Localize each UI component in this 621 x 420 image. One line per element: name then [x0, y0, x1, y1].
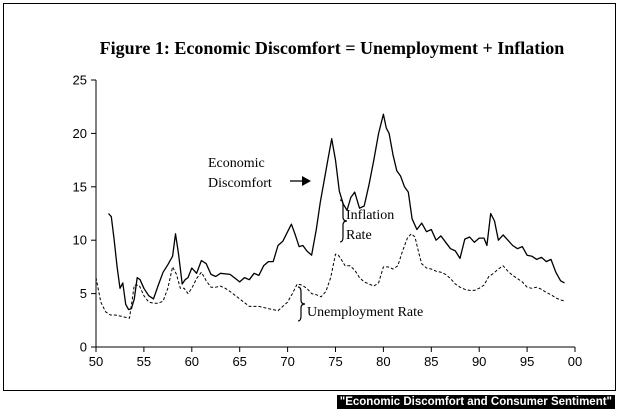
- x-tick-label: 85: [424, 354, 438, 369]
- chart-frame: [3, 3, 616, 391]
- y-tick-label: 0: [80, 340, 87, 355]
- x-tick-label: 95: [520, 354, 534, 369]
- annotation-economic-line1: Economic: [208, 156, 265, 171]
- unemployment-brace: [297, 286, 306, 322]
- x-tick-label: 55: [137, 354, 151, 369]
- chart-ticks: 0 5 10 15 20 25 50 55 60 65 70 75 80 85 90 95 00: [73, 73, 583, 370]
- source-caption: "Economic Discomfort and Consumer Sentim…: [336, 395, 615, 409]
- x-tick-label: 65: [232, 354, 246, 369]
- chart-series: [95, 113, 566, 319]
- y-tick-label: 5: [80, 286, 87, 301]
- x-tick-label: 75: [328, 354, 342, 369]
- x-tick-label: 60: [185, 354, 199, 369]
- y-tick-label: 10: [73, 233, 87, 248]
- chart-annotations: Economic Discomfort Inflation Rate Unemploym…: [208, 156, 423, 322]
- annotation-economic-line2: Discomfort: [208, 176, 272, 191]
- series-line-discomfort: [108, 113, 565, 311]
- y-tick-label: 20: [73, 126, 87, 141]
- series-line-unemployment: [95, 233, 566, 319]
- y-tick-label: 15: [73, 179, 87, 194]
- annotation-arrow-head: [302, 176, 311, 186]
- x-tick-label: 80: [376, 354, 390, 369]
- annotation-unemployment: Unemployment Rate: [307, 305, 423, 320]
- y-tick-label: 25: [73, 73, 87, 88]
- annotation-inflation-line1: Inflation: [346, 208, 394, 223]
- chart-title: Figure 1: Economic Discomfort = Unemploy…: [99, 38, 565, 58]
- x-tick-label: 50: [89, 354, 103, 369]
- x-tick-label: 70: [280, 354, 294, 369]
- x-tick-label: 00: [568, 354, 582, 369]
- x-tick-label: 90: [472, 354, 486, 369]
- annotation-inflation-line2: Rate: [346, 228, 372, 243]
- inflation-brace: [339, 199, 348, 243]
